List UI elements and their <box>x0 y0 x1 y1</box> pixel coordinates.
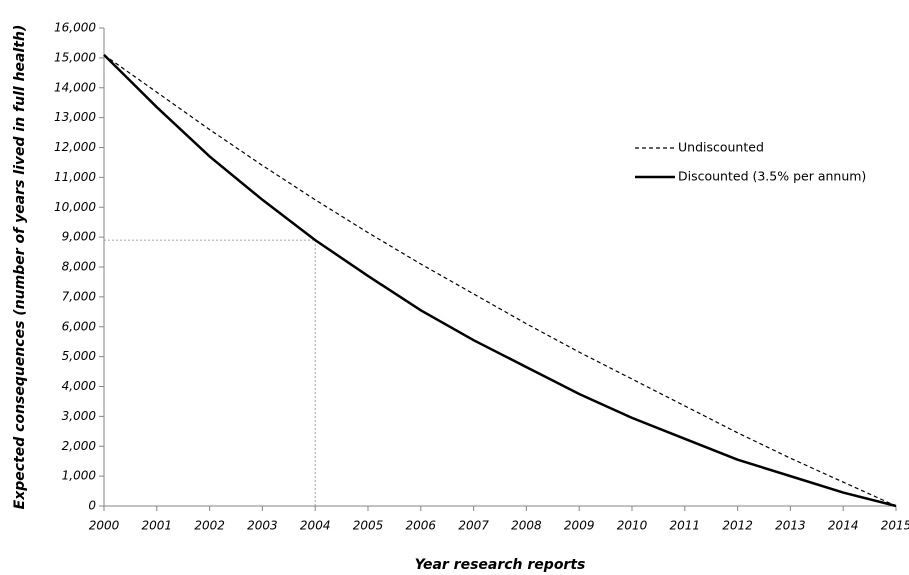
y-tick-label: 7,000 <box>62 289 97 303</box>
y-axis-title: Expected consequences (number of years l… <box>12 25 28 510</box>
y-tick-label: 9,000 <box>62 230 97 244</box>
x-tick-label: 2015 <box>881 519 909 533</box>
x-tick-label: 2014 <box>828 519 859 533</box>
y-tick-label: 11,000 <box>54 170 96 184</box>
y-tick-label: 14,000 <box>54 80 96 94</box>
x-tick-label: 2006 <box>406 519 437 533</box>
y-tick-label: 5,000 <box>62 349 97 363</box>
legend-label: Discounted (3.5% per annum) <box>678 169 866 184</box>
y-tick-label: 13,000 <box>54 110 96 124</box>
x-tick-label: 2003 <box>247 519 278 533</box>
x-tick-label: 2011 <box>670 519 701 533</box>
y-tick-label: 6,000 <box>62 319 97 333</box>
x-axis-title: Year research reports <box>415 557 586 573</box>
x-tick-label: 2012 <box>722 519 753 533</box>
x-tick-label: 2004 <box>300 519 331 533</box>
y-tick-label: 10,000 <box>54 200 96 214</box>
x-tick-label: 2008 <box>511 519 542 533</box>
y-tick-label: 0 <box>88 499 96 513</box>
y-tick-label: 15,000 <box>54 50 96 64</box>
y-tick-label: 1,000 <box>62 469 97 483</box>
x-tick-label: 2005 <box>353 519 384 533</box>
y-tick-label: 16,000 <box>54 21 96 35</box>
x-tick-label: 2010 <box>617 519 648 533</box>
x-tick-label: 2002 <box>194 519 225 533</box>
x-tick-label: 2001 <box>142 519 173 533</box>
y-tick-label: 2,000 <box>62 439 97 453</box>
x-tick-label: 2007 <box>458 519 489 533</box>
x-tick-label: 2009 <box>564 519 595 533</box>
x-tick-label: 2000 <box>89 519 120 533</box>
y-tick-label: 3,000 <box>62 409 97 423</box>
legend-label: Undiscounted <box>678 140 764 155</box>
series-line <box>103 54 897 507</box>
y-tick-label: 8,000 <box>62 260 97 274</box>
y-tick-label: 12,000 <box>54 140 96 154</box>
x-tick-label: 2013 <box>775 519 806 533</box>
series-line <box>103 53 897 508</box>
y-tick-label: 4,000 <box>62 379 97 393</box>
